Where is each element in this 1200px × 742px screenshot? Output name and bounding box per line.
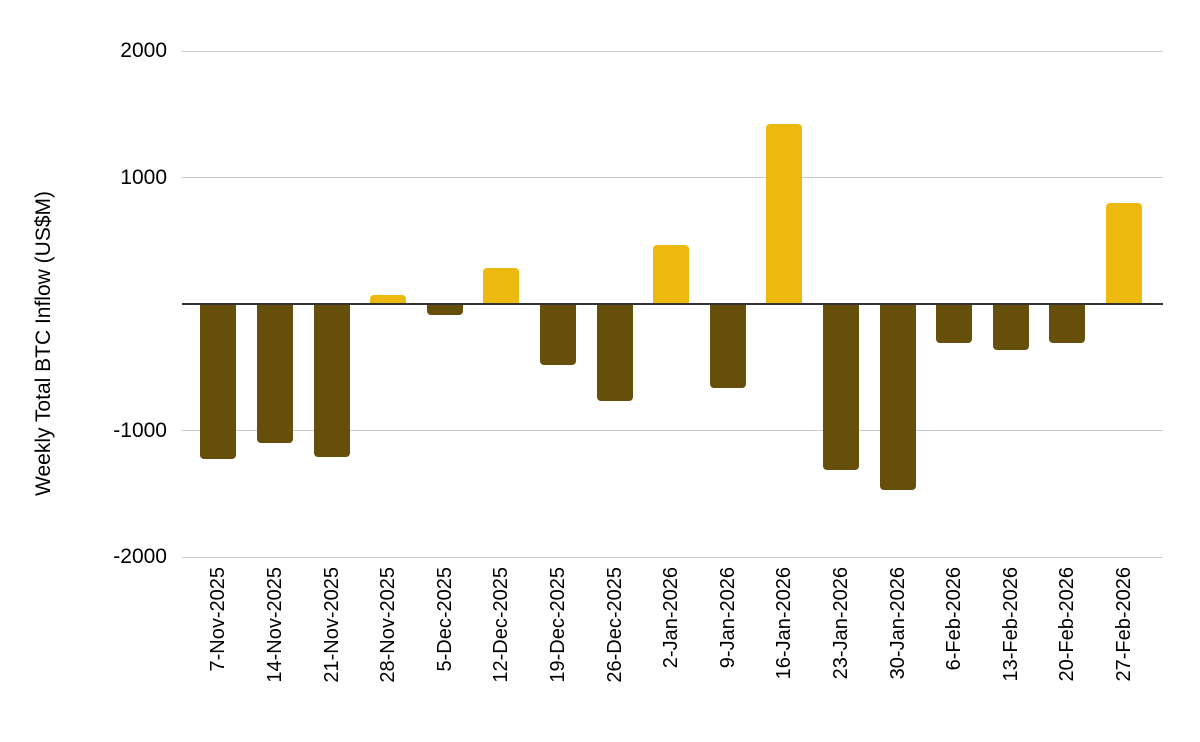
bar-16-Jan-2026[interactable] [766, 124, 803, 304]
x-axis-label-14-Nov-2025: 14-Nov-2025 [264, 567, 286, 683]
x-axis-label-30-Jan-2026: 30-Jan-2026 [886, 567, 909, 680]
bar-28-Nov-2025[interactable] [370, 294, 407, 304]
x-axis-label-13-Feb-2026: 13-Feb-2026 [999, 567, 1022, 682]
bar-12-Dec-2025[interactable] [483, 267, 520, 304]
bar-9-Jan-2026[interactable] [709, 304, 746, 389]
x-axis-label-28-Nov-2025: 28-Nov-2025 [377, 567, 400, 683]
x-axis-label-7-Nov-2025: 7-Nov-2025 [207, 567, 230, 672]
x-axis-label-27-Feb-2026: 27-Feb-2026 [1113, 567, 1135, 682]
x-axis-label-6-Feb-2026: 6-Feb-2026 [943, 567, 966, 671]
bar-21-Nov-2025[interactable] [313, 304, 350, 458]
bar-6-Feb-2026[interactable] [936, 304, 973, 344]
bar-27-Feb-2026[interactable] [1106, 203, 1142, 304]
y-axis-label--1000: -1000 [113, 418, 167, 442]
y-axis-label--2000: -2000 [113, 545, 167, 568]
bar-19-Dec-2025[interactable] [540, 304, 576, 365]
x-axis-label-26-Dec-2025: 26-Dec-2025 [603, 567, 626, 683]
gridline--1000 [182, 430, 1163, 431]
plot-area [182, 50, 1163, 558]
x-axis-label-16-Jan-2026: 16-Jan-2026 [773, 567, 796, 680]
gridline-1000 [182, 177, 1163, 178]
x-axis-label-23-Jan-2026: 23-Jan-2026 [830, 567, 852, 680]
bar-5-Dec-2025[interactable] [426, 304, 463, 316]
bar-13-Feb-2026[interactable] [992, 304, 1029, 350]
bar-20-Feb-2026[interactable] [1049, 304, 1086, 343]
bar-26-Dec-2025[interactable] [596, 304, 633, 401]
y-axis-label-1000: 1000 [120, 165, 167, 189]
gridline-2000 [182, 50, 1163, 52]
x-axis-label-12-Dec-2025: 12-Dec-2025 [490, 567, 513, 683]
y-axis-label-2000: 2000 [120, 39, 167, 62]
x-axis-label-20-Feb-2026: 20-Feb-2026 [1056, 567, 1079, 682]
bar-2-Jan-2026[interactable] [653, 245, 690, 304]
bar-7-Nov-2025[interactable] [200, 304, 237, 459]
bar-14-Nov-2025[interactable] [257, 304, 293, 444]
bar-30-Jan-2026[interactable] [879, 304, 916, 490]
x-axis-label-2-Jan-2026: 2-Jan-2026 [660, 567, 683, 669]
y-axis-labels: 2000 1000 -1000 -2000 [0, 0, 167, 742]
x-axis-label-19-Dec-2025: 19-Dec-2025 [547, 567, 569, 683]
x-axis-label-9-Jan-2026: 9-Jan-2026 [716, 567, 739, 669]
x-axis-labels: 7-Nov-2025 14-Nov-2025 21-Nov-2025 28-Nov-2… [182, 567, 1163, 737]
x-axis-label-21-Nov-2025: 21-Nov-2025 [320, 567, 343, 683]
zero-axis-line [182, 303, 1163, 305]
x-axis-label-5-Dec-2025: 5-Dec-2025 [433, 567, 456, 672]
gridline--2000 [182, 556, 1163, 558]
bar-23-Jan-2026[interactable] [823, 304, 859, 471]
